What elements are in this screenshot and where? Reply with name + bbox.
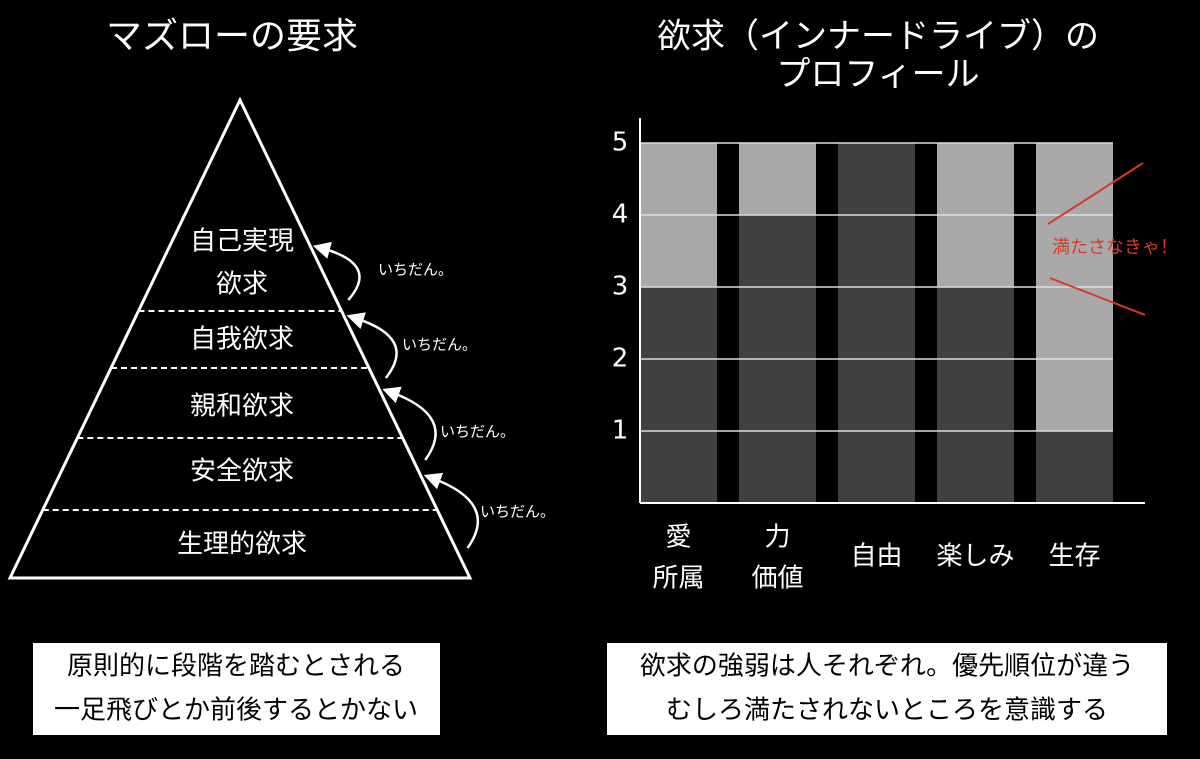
x-tick-label: 楽しみ xyxy=(936,542,1014,572)
pyramid-title: マズローの要求 xyxy=(106,16,358,57)
y-tick-label: 2 xyxy=(612,344,629,374)
bar xyxy=(937,287,1014,503)
level-label: 自己実現 xyxy=(190,227,294,257)
step-arrow xyxy=(382,386,437,461)
x-tick-label: 自由 xyxy=(850,542,902,572)
y-tick-label: 3 xyxy=(612,272,629,302)
level-label: 親和欲求 xyxy=(190,392,294,422)
step-label: いちだん。 xyxy=(440,423,515,441)
annotation: 満たさなきゃ！ xyxy=(1052,237,1178,258)
y-tick-label: 5 xyxy=(612,128,629,158)
chart-title: プロフィール xyxy=(776,55,979,95)
annotation-line xyxy=(1049,277,1146,316)
bar xyxy=(640,287,717,503)
annotation-line xyxy=(1047,162,1144,225)
level-label: 生理的欲求 xyxy=(177,530,307,560)
bar xyxy=(1036,431,1113,503)
level-label: 欲求 xyxy=(216,270,268,300)
step-arrow xyxy=(423,472,479,549)
step-arrow xyxy=(346,312,398,379)
caption-text: むしろ満たされないところを意識する xyxy=(666,696,1108,726)
step-label: いちだん。 xyxy=(402,336,477,354)
pyramid xyxy=(7,96,473,580)
caption-text: 原則的に段階を踏むとされる xyxy=(67,652,405,682)
x-tick-label: 愛 xyxy=(665,523,691,553)
x-tick-label: 所属 xyxy=(652,564,704,594)
y-tick-label: 4 xyxy=(612,200,629,230)
x-tick-label: 生存 xyxy=(1048,542,1100,572)
caption-text: 欲求の強弱は人それぞれ。優先順位が違う xyxy=(640,652,1134,682)
level-label: 自我欲求 xyxy=(190,325,294,355)
chart-title: 欲求（インナードライブ）の xyxy=(657,17,1099,57)
step-label: いちだん。 xyxy=(378,261,453,279)
step-label: いちだん。 xyxy=(480,503,555,521)
level-label: 安全欲求 xyxy=(190,457,294,487)
x-tick-label: 力 xyxy=(764,523,790,553)
x-tick-label: 価値 xyxy=(751,564,803,594)
step-arrow xyxy=(312,241,361,301)
bar xyxy=(838,143,915,503)
caption-box xyxy=(33,643,440,735)
caption-box xyxy=(607,643,1167,735)
y-tick-label: 1 xyxy=(612,416,629,446)
caption-text: 一足飛びとか前後するとかない xyxy=(54,696,418,726)
